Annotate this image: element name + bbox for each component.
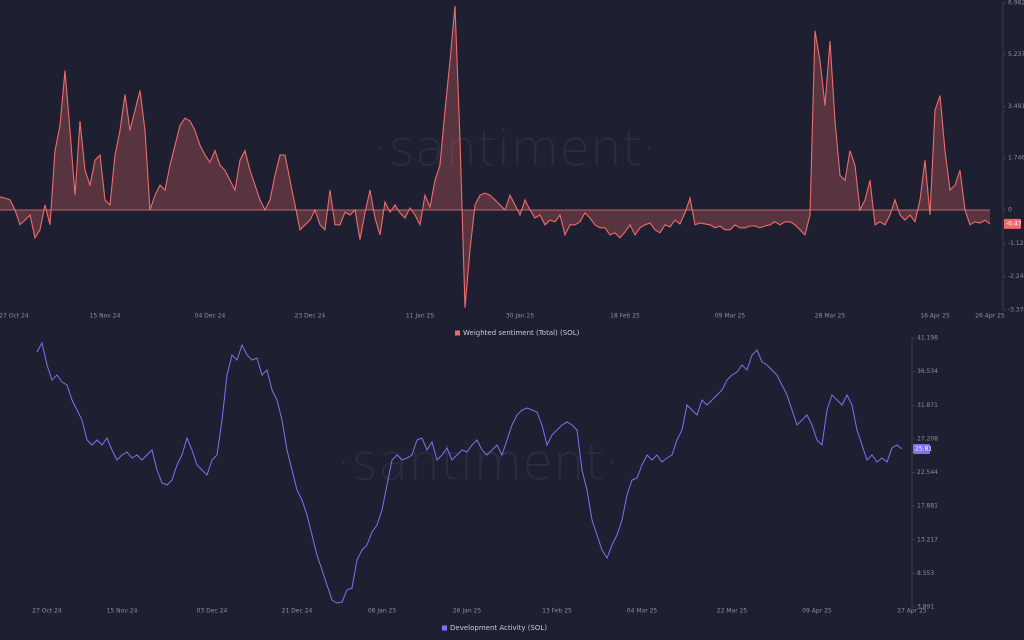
x-tick-label: 13 Feb 25 xyxy=(542,608,572,615)
y-tick-label: 8.553 xyxy=(917,570,934,577)
y-tick-label: 1.746 xyxy=(1008,155,1024,162)
x-tick-label: 27 Oct 24 xyxy=(0,313,29,320)
legend-swatch xyxy=(442,625,447,631)
y-tick-label: 41.198 xyxy=(917,335,938,342)
y-tick-label: -2.249 xyxy=(1008,273,1024,280)
x-tick-label: 09 Mar 25 xyxy=(715,313,746,320)
x-tick-label: 04 Dec 24 xyxy=(195,313,226,320)
value-badge xyxy=(913,443,930,454)
y-tick-label: 31.871 xyxy=(917,402,938,409)
x-tick-label: 26 Jan 25 xyxy=(453,608,482,615)
y-tick-label: 22.544 xyxy=(917,469,938,476)
y-tick-label: 3.491 xyxy=(1008,103,1024,110)
y-tick-label: 0 xyxy=(1008,206,1012,213)
watermark: ·santiment· xyxy=(373,120,657,178)
x-tick-label: 27 Oct 24 xyxy=(32,608,62,615)
area-fill xyxy=(0,6,990,308)
x-tick-label: 15 Nov 24 xyxy=(107,608,138,615)
y-tick-label: 36.534 xyxy=(917,368,938,375)
y-tick-label: 5.237 xyxy=(1008,51,1024,58)
x-tick-label: 27 Apr 25 xyxy=(897,608,927,615)
line xyxy=(0,5,991,308)
y-tick-label: 6.982 xyxy=(1008,0,1024,7)
line xyxy=(36,341,903,604)
x-tick-label: 16 Apr 25 xyxy=(920,313,950,320)
x-tick-label: 18 Feb 25 xyxy=(610,313,640,320)
legend-swatch xyxy=(455,330,460,336)
value-badge-label: -0.47 xyxy=(1006,220,1022,227)
x-tick-label: 23 Dec 24 xyxy=(295,313,326,320)
y-tick-label: 13.217 xyxy=(917,536,938,543)
y-tick-label: 17.881 xyxy=(917,503,938,510)
x-tick-label: 26 Apr 25 xyxy=(975,313,1005,320)
x-tick-label: 04 Mar 25 xyxy=(627,608,658,615)
x-tick-label: 21 Dec 24 xyxy=(282,608,313,615)
watermark: ·santiment· xyxy=(336,434,620,492)
value-badge-label: 25.81 xyxy=(915,445,932,452)
value-badge xyxy=(1004,218,1021,229)
x-tick-label: 15 Nov 24 xyxy=(90,313,121,320)
x-tick-label: 09 Apr 25 xyxy=(802,608,832,615)
x-tick-label: 28 Mar 25 xyxy=(815,313,846,320)
x-tick-label: 11 Jan 25 xyxy=(406,313,435,320)
y-tick-label: 27.208 xyxy=(917,435,938,442)
legend-label: Development Activity (SOL) xyxy=(450,624,547,632)
y-tick-label: -3.374 xyxy=(1008,307,1024,314)
legend-label: Weighted sentiment (Total) (SOL) xyxy=(463,329,580,337)
y-tick-label: -1.125 xyxy=(1008,240,1024,247)
x-tick-label: 08 Jan 25 xyxy=(368,608,397,615)
x-tick-label: 30 Jan 25 xyxy=(506,313,535,320)
x-tick-label: 03 Dec 24 xyxy=(197,608,228,615)
y-tick-label: 3.891 xyxy=(917,604,934,611)
x-tick-label: 22 Mar 25 xyxy=(717,608,748,615)
